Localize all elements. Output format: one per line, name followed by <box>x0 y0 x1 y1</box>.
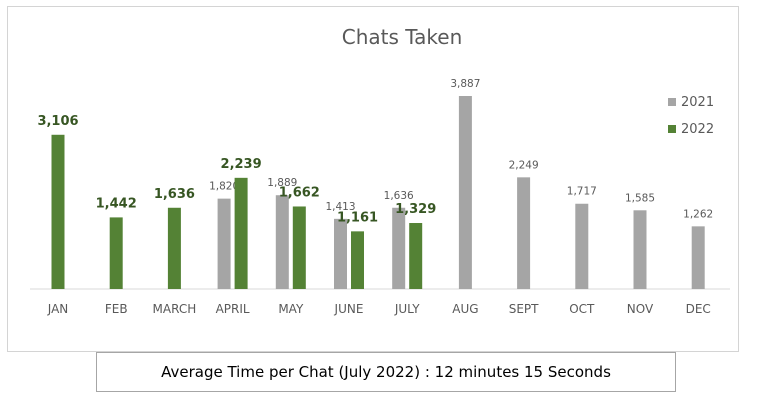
data-label-2021-dec: 1,262 <box>683 208 713 220</box>
bar-2021-april <box>217 198 231 289</box>
caption-text: Average Time per Chat (July 2022) : 12 m… <box>161 363 611 381</box>
legend-swatch-2022 <box>668 125 676 133</box>
bar-2021-dec <box>691 226 705 289</box>
bar-2021-aug <box>458 96 472 289</box>
data-label-2022-may: 1,662 <box>279 185 320 200</box>
bar-2022-april <box>234 177 248 289</box>
data-label-2022-feb: 1,442 <box>96 196 137 211</box>
x-tick-label-nov: NOV <box>627 302 654 316</box>
x-tick-label-april: APRIL <box>216 302 250 316</box>
x-tick-label-feb: FEB <box>105 302 128 316</box>
bar-2022-feb <box>109 217 123 289</box>
chart-title: Chats Taken <box>342 25 463 49</box>
data-label-2022-july: 1,329 <box>395 202 436 217</box>
bar-2021-july <box>392 207 406 289</box>
bar-2022-march <box>167 207 181 289</box>
data-label-2022-april: 2,239 <box>221 157 262 172</box>
x-tick-label-july: JULY <box>394 302 420 316</box>
legend-swatch-2021 <box>668 98 676 106</box>
bar-2021-oct <box>575 203 589 289</box>
bar-chart: Chats Taken 1,820 1,889 1,413 1,636 3,887 2,24… <box>30 25 730 316</box>
x-tick-label-may: MAY <box>278 302 304 316</box>
data-label-2022-june: 1,161 <box>337 210 378 225</box>
data-label-2021-nov: 1,585 <box>625 192 655 204</box>
bar-2021-nov <box>633 210 647 289</box>
data-label-2021-aug: 3,887 <box>450 78 480 90</box>
bar-2022-july <box>409 223 423 289</box>
caption-box: Average Time per Chat (July 2022) : 12 m… <box>96 352 676 392</box>
bar-2022-jan <box>51 134 65 289</box>
data-label-2021-july: 1,636 <box>384 190 414 202</box>
data-label-2021-oct: 1,717 <box>567 186 597 198</box>
x-tick-label-jan: JAN <box>47 302 69 316</box>
data-label-2022-jan: 3,106 <box>37 114 78 129</box>
x-tick-label-sept: SEPT <box>509 302 539 316</box>
data-label-2021-june: 1,413 <box>325 201 355 213</box>
x-tick-label-march: MARCH <box>153 302 197 316</box>
x-tick-label-aug: AUG <box>452 302 478 316</box>
data-label-2021-sept: 2,249 <box>509 159 539 171</box>
bar-2021-june <box>334 218 347 289</box>
legend-label-2021: 2021 <box>681 95 714 110</box>
data-label-2021-may: 1,889 <box>267 177 297 189</box>
x-tick-label-dec: DEC <box>686 302 711 316</box>
bar-2021-sept <box>517 177 531 289</box>
chart-frame <box>7 6 739 352</box>
data-label-2022-march: 1,636 <box>154 187 195 202</box>
x-tick-label-oct: OCT <box>569 302 595 316</box>
bar-2021-may <box>275 195 289 289</box>
bar-2022-may <box>292 206 306 289</box>
x-tick-label-june: JUNE <box>334 302 364 316</box>
bar-2022-june <box>351 231 364 289</box>
data-label-2021-april: 1,820 <box>209 181 239 193</box>
legend-label-2022: 2022 <box>681 122 714 137</box>
